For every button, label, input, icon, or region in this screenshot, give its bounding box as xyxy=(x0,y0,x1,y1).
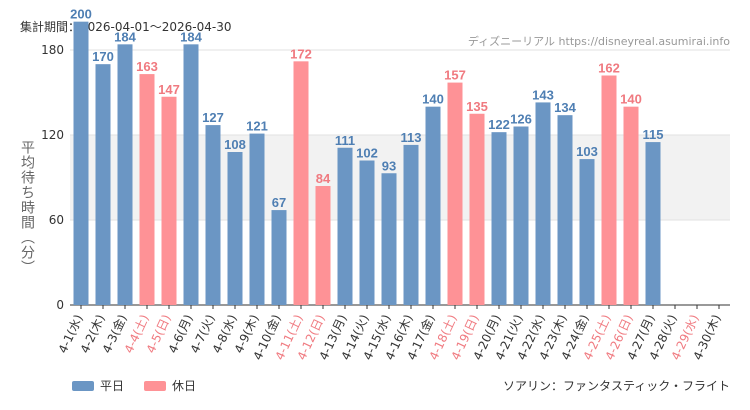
value-label-22: 143 xyxy=(532,87,554,102)
value-label-7: 127 xyxy=(202,110,224,125)
value-label-16: 113 xyxy=(401,130,422,145)
bar-2 xyxy=(95,64,111,306)
value-label-23: 134 xyxy=(554,100,576,115)
bar-20 xyxy=(491,132,507,305)
bar-12 xyxy=(315,186,331,305)
value-label-3: 184 xyxy=(114,29,136,44)
value-label-5: 147 xyxy=(158,82,180,97)
value-label-9: 121 xyxy=(246,119,268,134)
bar-19 xyxy=(469,113,485,305)
bar-15 xyxy=(381,173,397,305)
value-label-2: 170 xyxy=(92,49,114,64)
credit-site-name: ディズニーリアル xyxy=(467,35,556,48)
bar-24 xyxy=(579,159,595,305)
value-label-24: 103 xyxy=(576,144,598,159)
legend-label-holiday: 休日 xyxy=(172,379,197,393)
bar-27 xyxy=(645,142,661,305)
attraction-name: ソアリン：ファンタスティック・フライト xyxy=(502,379,730,393)
bar-14 xyxy=(359,160,375,305)
value-label-19: 135 xyxy=(466,99,488,114)
value-label-20: 122 xyxy=(488,117,510,132)
bar-17 xyxy=(425,106,441,306)
bar-4 xyxy=(139,74,155,305)
value-label-25: 162 xyxy=(598,61,620,76)
legend-label-weekday: 平日 xyxy=(100,379,125,393)
credit-url: https://disneyreal.asumirai.info xyxy=(558,35,730,48)
value-label-10: 67 xyxy=(272,195,286,210)
value-label-21: 126 xyxy=(510,112,532,127)
shaded-band xyxy=(70,135,730,220)
bar-26 xyxy=(623,106,639,306)
bar-5 xyxy=(161,96,177,305)
bar-11 xyxy=(293,61,309,306)
bar-1 xyxy=(73,21,89,306)
value-label-14: 102 xyxy=(356,146,378,161)
value-label-15: 93 xyxy=(382,158,396,173)
y-tick-label-120: 120 xyxy=(41,128,64,142)
bar-23 xyxy=(557,115,573,306)
value-label-4: 163 xyxy=(136,59,158,74)
value-label-26: 140 xyxy=(620,92,642,107)
y-axis-title: 平均待ち時間（分） xyxy=(19,140,35,275)
bar-10 xyxy=(271,210,287,305)
value-label-8: 108 xyxy=(224,137,246,152)
site-credit: ディズニーリアル https://disneyreal.asumirai.inf… xyxy=(468,33,730,49)
value-label-6: 184 xyxy=(180,29,202,44)
legend-item-weekday[interactable]: 平日 xyxy=(72,377,124,394)
period-label-text: 集計期間： xyxy=(20,20,81,34)
value-label-11: 172 xyxy=(290,46,312,61)
legend-swatch-holiday xyxy=(144,380,167,391)
value-label-27: 115 xyxy=(643,127,664,142)
bar-22 xyxy=(535,102,551,306)
bar-3 xyxy=(117,44,133,305)
value-label-18: 157 xyxy=(444,68,466,83)
legend: 平日 休日 xyxy=(72,377,216,394)
bar-7 xyxy=(205,125,221,305)
bar-18 xyxy=(447,82,463,305)
value-label-1: 200 xyxy=(70,7,92,22)
y-tick-label-60: 60 xyxy=(49,213,64,227)
period-range: 2026-04-01～2026-04-30 xyxy=(80,20,232,34)
bar-13 xyxy=(337,147,353,305)
bar-9 xyxy=(249,133,265,305)
y-tick-label-0: 0 xyxy=(56,298,64,312)
bar-6 xyxy=(183,44,199,305)
y-tick-label-180: 180 xyxy=(41,43,64,57)
value-label-13: 111 xyxy=(335,133,355,148)
legend-item-holiday[interactable]: 休日 xyxy=(144,377,196,394)
bar-21 xyxy=(513,126,529,305)
bar-16 xyxy=(403,144,419,305)
bar-25 xyxy=(601,75,617,305)
value-label-17: 140 xyxy=(422,92,444,107)
legend-swatch-weekday xyxy=(72,380,94,391)
period-label: 集計期間：2026-04-01～2026-04-30 xyxy=(20,18,232,35)
value-label-12: 84 xyxy=(316,171,331,186)
bar-8 xyxy=(227,152,243,305)
